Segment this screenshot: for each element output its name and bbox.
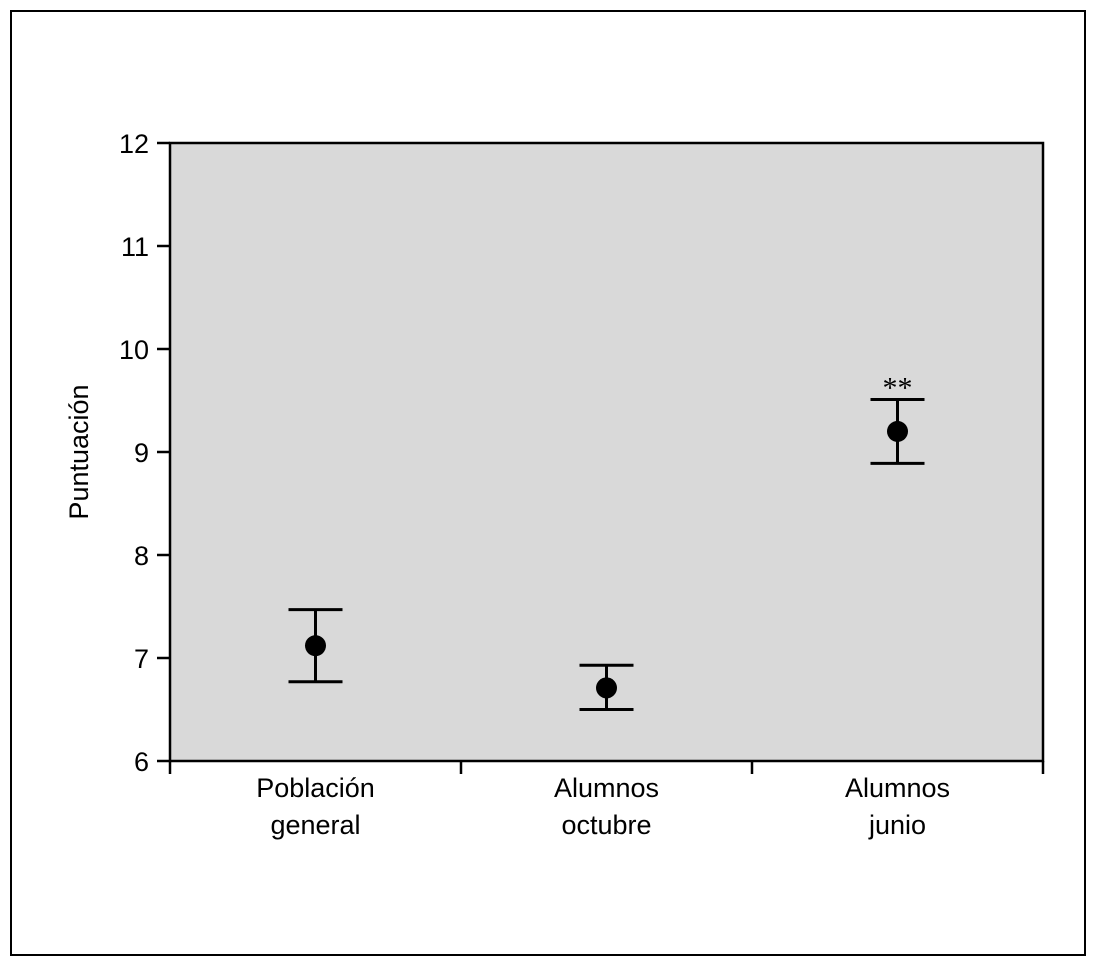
y-tick-label: 6 — [134, 747, 149, 777]
x-tick-label: Población general — [256, 773, 375, 840]
y-tick-label: 7 — [134, 644, 149, 674]
x-axis: Población general Alumnos octubre Alumnos jun… — [168, 761, 1045, 840]
data-point — [887, 420, 908, 442]
y-tick-label: 8 — [134, 541, 149, 571]
x-tick-label-line: Alumnos — [845, 773, 950, 803]
x-tick-label-line: general — [270, 810, 360, 840]
y-tick-label: 9 — [134, 438, 149, 468]
data-marks: ** — [288, 371, 925, 711]
x-tick-label-line: junio — [868, 810, 926, 840]
y-axis: 6 7 8 9 10 11 12 — [119, 129, 170, 777]
x-tick-label: Alumnos junio — [845, 773, 950, 840]
y-tick-label: 11 — [121, 232, 149, 262]
y-axis-title: Puntuación — [64, 384, 94, 519]
data-point — [305, 635, 326, 657]
y-tick-label: 10 — [119, 335, 149, 365]
data-point — [596, 677, 617, 699]
significance-annotation: ** — [883, 371, 913, 404]
x-tick-label-line: Población — [256, 773, 375, 803]
x-tick-label-line: octubre — [561, 810, 651, 840]
y-tick-label: 12 — [119, 129, 149, 159]
x-tick-label-line: Alumnos — [554, 773, 659, 803]
x-tick-label: Alumnos octubre — [554, 773, 659, 840]
